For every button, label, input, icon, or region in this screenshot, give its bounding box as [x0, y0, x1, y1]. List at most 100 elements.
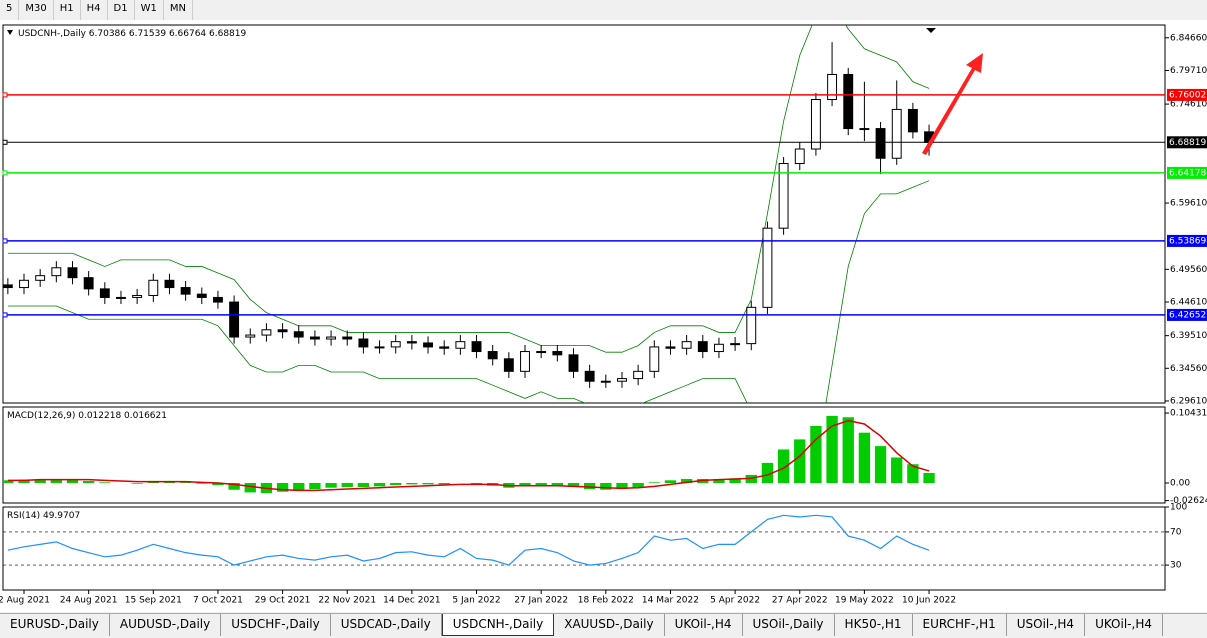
macd-bar [18, 479, 30, 484]
timeframe-button[interactable]: MN [164, 0, 193, 20]
candle-body [633, 370, 644, 380]
level-label-box [1167, 136, 1207, 149]
chart-tab[interactable]: USDCHF-,Daily [221, 614, 331, 636]
candle-body [358, 338, 369, 348]
level-label: 6.68819 [1169, 138, 1206, 148]
chart-tab[interactable]: USDCAD-,Daily [331, 614, 442, 636]
chart-tab[interactable]: USOil-,Daily [743, 614, 835, 636]
macd-bar [3, 480, 14, 484]
panel-plot [3, 415, 935, 494]
y-tick-label: 6.44610 [1170, 298, 1207, 308]
level-handle [2, 312, 8, 318]
candle-body [584, 370, 595, 382]
band-lower [7, 180, 930, 403]
level-label: 6.53869 [1169, 236, 1206, 246]
y-tick-label: -0.026249 [1170, 496, 1207, 506]
x-tick-label: 29 Oct 2021 [255, 596, 311, 606]
macd-bar [228, 483, 240, 490]
macd-bar [99, 482, 111, 484]
chart-tab[interactable]: UKOil-,H4 [665, 614, 743, 636]
macd-bar [535, 483, 547, 486]
macd-bar [632, 483, 644, 488]
chart-tab[interactable]: EURUSD-,Daily [0, 614, 110, 636]
timeframe-button[interactable]: H4 [81, 0, 108, 20]
rsi-panel [2, 506, 1166, 591]
candle-body [471, 341, 482, 353]
macd-bar [648, 482, 660, 484]
macd-bar [390, 483, 402, 486]
macd-bar [276, 483, 289, 492]
x-tick-label: 10 Jun 2022 [902, 596, 956, 606]
header-marker [7, 30, 13, 35]
indicator-title: USDCNH-,Daily [18, 29, 87, 39]
macd-bar [664, 480, 677, 484]
chart: USDCNH-,Daily 6.70386 6.71539 6.66764 6.… [0, 20, 1207, 612]
candle-body [843, 73, 854, 130]
y-tick-label: 6.59610 [1170, 199, 1207, 209]
timeframe-button[interactable]: D1 [108, 0, 135, 20]
macd-bar [891, 457, 903, 484]
x-tick-label: 14 Dec 2021 [383, 596, 441, 606]
macd-bar [874, 446, 887, 484]
level-label-box [1167, 308, 1207, 321]
macd-bar [179, 482, 192, 484]
indicator-values: 49.9707 [43, 511, 80, 521]
indicator-values: 6.70386 6.71539 6.66764 6.68819 [89, 29, 247, 39]
macd-bar [406, 483, 418, 485]
candle-body [35, 275, 46, 281]
macd-bar [131, 483, 143, 484]
chart-tab[interactable]: XAUUSD-,Daily [554, 614, 665, 636]
macd-bar [761, 462, 774, 484]
chart-tab[interactable]: USOil-,H4 [1007, 614, 1086, 636]
chart-tab[interactable]: HK50-,H1 [835, 614, 913, 636]
shift-marker [926, 28, 936, 33]
candle-body [51, 267, 62, 277]
macd-bar [810, 425, 822, 484]
level-label: 6.42652 [1169, 310, 1206, 320]
x-tick-label: 22 Nov 2021 [318, 596, 376, 606]
macd-bar [519, 483, 531, 487]
candle-body [309, 336, 320, 340]
macd-bar [680, 478, 693, 484]
y-tick-label: 0.00 [1170, 479, 1190, 489]
candle-body [600, 380, 611, 383]
candle-body [3, 284, 13, 289]
x-tick-label: 15 Sep 2021 [125, 596, 182, 606]
y-tick-label: 6.29610 [1170, 396, 1207, 406]
candle-body [406, 341, 417, 344]
candle-body [859, 128, 870, 131]
candle-body [277, 329, 288, 333]
timeframe-button[interactable]: 5 [0, 0, 20, 20]
candle-body [794, 148, 805, 165]
macd-bar [826, 415, 838, 484]
candle-body [67, 267, 78, 279]
candle-body [229, 301, 240, 338]
chart-tab[interactable]: EURCHF-,H1 [913, 614, 1007, 636]
macd-bar [729, 478, 741, 484]
macd-bar [438, 483, 450, 485]
x-tick-label: 14 Mar 2022 [642, 596, 699, 606]
band-upper [7, 25, 930, 353]
chart-tab[interactable]: USDCNH-,Daily [441, 614, 555, 636]
timeframe-button[interactable]: H1 [54, 0, 81, 20]
macd-bar [567, 483, 580, 488]
level-label-box [1167, 234, 1207, 247]
candle-body [180, 287, 191, 295]
candle-body [116, 296, 126, 299]
x-tick-label: 18 Feb 2022 [578, 596, 634, 606]
tab-bar: EURUSD-,Daily AUDUSD-,Daily USDCHF-,Daily U… [0, 613, 1207, 636]
candle-body [196, 293, 207, 298]
chart-tab[interactable]: UKOil-,H4 [1085, 614, 1163, 636]
y-tick-label: 70 [1170, 527, 1182, 537]
macd-bar [341, 483, 353, 488]
timeframe-button[interactable]: M30 [19, 0, 54, 20]
timeframe-button[interactable]: W1 [135, 0, 164, 20]
y-tick-label: 30 [1170, 561, 1182, 571]
chart-tab[interactable]: AUDUSD-,Daily [110, 614, 222, 636]
panel-plot [3, 25, 934, 403]
macd-bar [584, 483, 596, 490]
y-tick-label: 6.84660 [1170, 33, 1207, 43]
candle-body [245, 334, 256, 338]
level-handle [2, 238, 8, 244]
